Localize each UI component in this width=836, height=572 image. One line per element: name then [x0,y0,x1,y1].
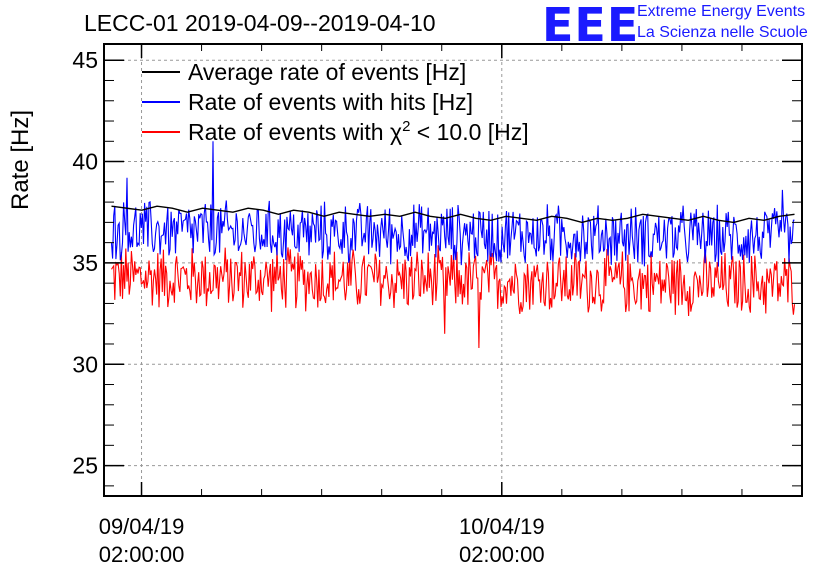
legend-label: Rate of events with χ2 < 10.0 [Hz] [188,118,529,145]
y-axis-label: Rate [Hz] [7,110,34,210]
logo-text-line2: La Scienza nelle Scuole [637,24,808,41]
y-tick-label: 30 [72,351,98,377]
series-line-3 [111,245,796,349]
y-tick-label: 45 [72,47,98,73]
plot-frame [103,43,803,497]
x-tick-time: 02:00:00 [459,542,545,567]
y-tick-label: 25 [72,453,98,479]
series-layer [110,141,796,349]
x-tick-time: 02:00:00 [99,542,185,567]
chart-title: LECC-01 2019-04-09--2019-04-10 [84,10,436,36]
y-tick-label: 35 [72,250,98,276]
y-axis: 25 30 35 40 45 [72,47,802,487]
logo-text-line1: Extreme Energy Events [637,3,806,20]
x-tick-date: 10/04/19 [459,514,545,539]
x-tick-date: 09/04/19 [99,514,185,539]
x-axis: 09/04/19 02:00:00 10/04/19 02:00:00 [99,44,743,567]
series-line-1 [111,205,795,224]
eee-logo: EEE [542,0,640,52]
legend: Average rate of events [Hz] Rate of event… [142,59,529,145]
legend-label: Rate of events with hits [Hz] [188,89,473,115]
series-line-2 [110,141,795,267]
legend-label: Average rate of events [Hz] [188,59,466,85]
y-tick-label: 40 [72,149,98,175]
